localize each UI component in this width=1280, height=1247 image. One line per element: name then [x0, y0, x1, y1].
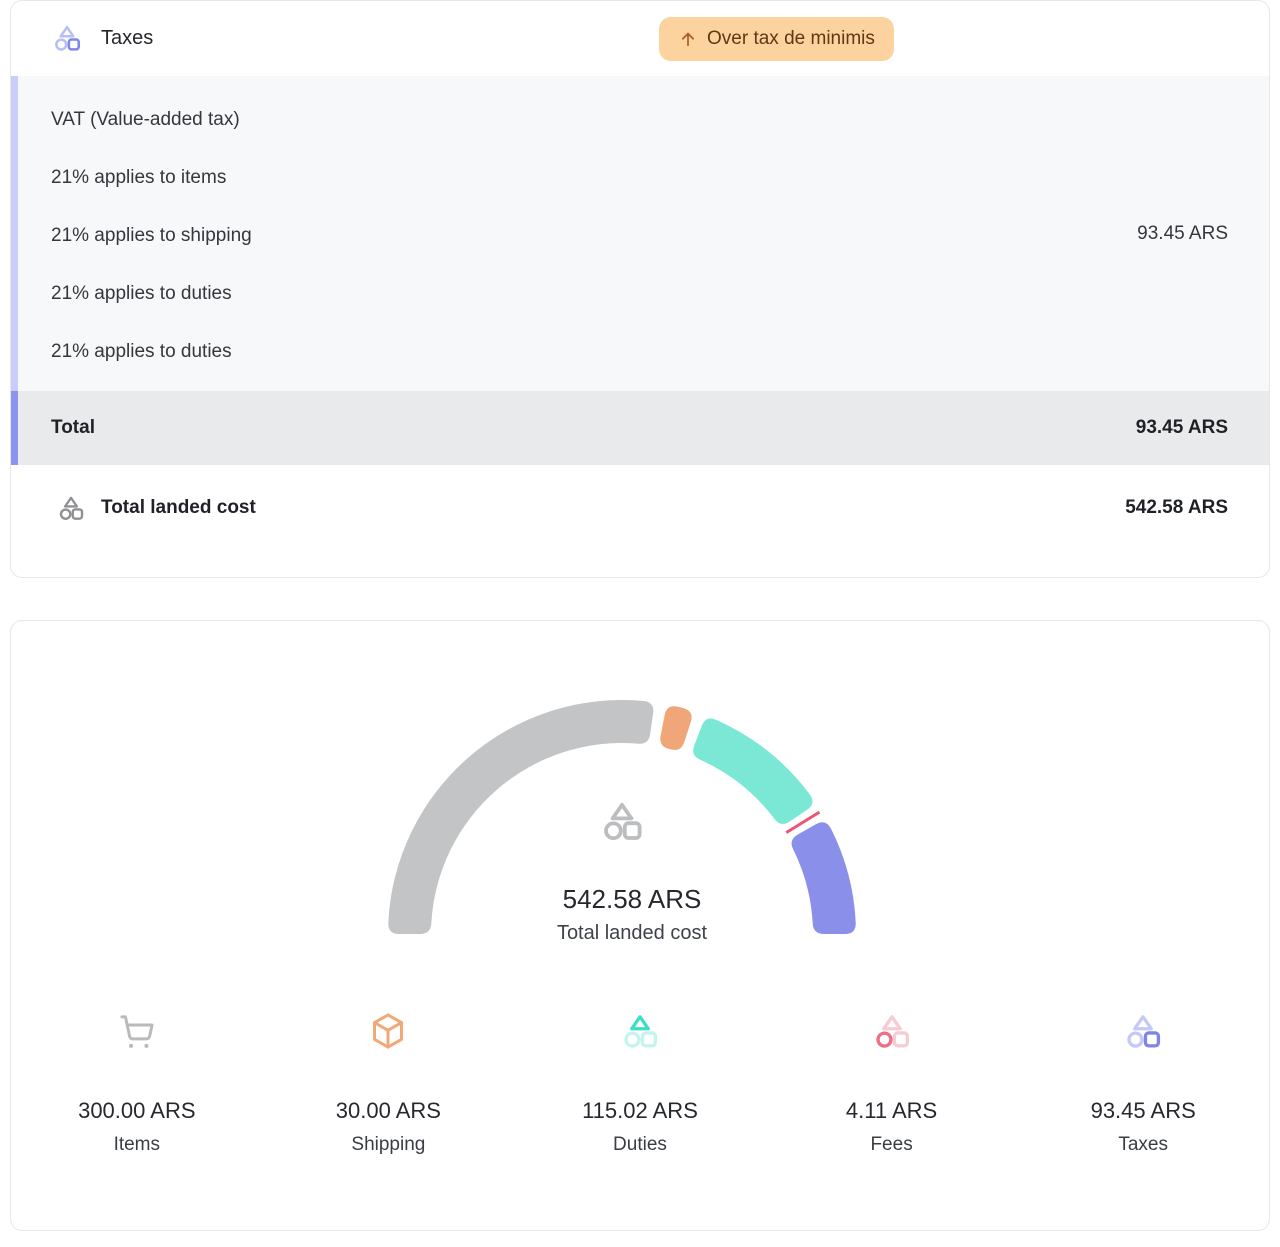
stat-fees-label: Fees	[870, 1134, 913, 1155]
stat-fees: 4.11 ARS Fees	[766, 1009, 1018, 1157]
taxes-shapes-icon-small	[1121, 1009, 1165, 1053]
duties-shapes-icon	[618, 1009, 662, 1053]
cost-stats-row: 300.00 ARS Items 30.00 ARS Shipping 115.…	[11, 1009, 1269, 1157]
tax-total-row: Total 93.45 ARS	[11, 391, 1269, 465]
stat-taxes-label: Taxes	[1118, 1134, 1168, 1155]
taxes-shapes-icon	[51, 22, 83, 54]
vat-row-duties-2: 21% applies to duties	[51, 341, 232, 362]
tax-card-header: Taxes Over tax de minimis	[11, 1, 1269, 76]
gauge-segment-taxes	[791, 822, 856, 934]
gauge-center-value: 542.58 ARS	[562, 884, 702, 914]
stat-items-value: 300.00 ARS	[78, 1098, 196, 1123]
gauge-segment-shipping	[660, 706, 692, 750]
over-de-minimis-badge: Over tax de minimis	[659, 17, 894, 61]
landed-cost-shapes-icon	[56, 493, 86, 523]
cost-summary-card: 542.58 ARS Total landed cost 300.00 ARS …	[10, 620, 1270, 1231]
vat-row-items: 21% applies to items	[51, 167, 227, 188]
total-landed-cost-row: Total landed cost 542.58 ARS	[11, 465, 1269, 523]
stat-shipping: 30.00 ARS Shipping	[263, 1009, 515, 1157]
arrow-up-icon	[678, 29, 698, 49]
stat-shipping-label: Shipping	[351, 1134, 426, 1155]
stat-items: 300.00 ARS Items	[11, 1009, 263, 1157]
tax-card-title: Taxes	[101, 27, 154, 49]
gauge-center-shapes-icon	[598, 797, 646, 845]
stat-items-label: Items	[113, 1134, 161, 1155]
gauge-center-label: Total landed cost	[556, 922, 708, 944]
vat-row-shipping: 21% applies to shipping	[51, 225, 252, 246]
stat-taxes-value: 93.45 ARS	[1090, 1098, 1196, 1123]
vat-section: VAT (Value-added tax) 21% applies to ite…	[11, 76, 1269, 391]
stat-shipping-value: 30.00 ARS	[335, 1098, 441, 1123]
stat-fees-value: 4.11 ARS	[845, 1098, 938, 1123]
cart-icon	[115, 1009, 159, 1053]
gauge-segment-duties	[693, 718, 813, 824]
landed-cost-amount: 542.58 ARS	[1125, 497, 1228, 518]
landed-cost-label: Total landed cost	[101, 497, 256, 518]
badge-label: Over tax de minimis	[707, 28, 875, 49]
package-icon	[366, 1009, 410, 1053]
tax-total-label: Total	[51, 417, 95, 438]
stat-duties-value: 115.02 ARS	[582, 1098, 698, 1123]
vat-amount: 93.45 ARS	[1137, 222, 1228, 244]
tax-breakdown-card: Taxes Over tax de minimis VAT (Value-add…	[10, 0, 1270, 578]
gauge-segment-items	[388, 699, 654, 934]
fees-shapes-icon	[870, 1009, 914, 1053]
vat-row-title: VAT (Value-added tax)	[51, 109, 240, 130]
vat-row-duties-1: 21% applies to duties	[51, 283, 232, 304]
tax-total-amount: 93.45 ARS	[1135, 417, 1228, 438]
gauge-chart	[388, 699, 856, 934]
stat-taxes: 93.45 ARS Taxes	[1017, 1009, 1269, 1157]
gauge-segment-fees	[785, 810, 821, 834]
stat-duties: 115.02 ARS Duties	[514, 1009, 766, 1157]
stat-duties-label: Duties	[613, 1134, 667, 1155]
